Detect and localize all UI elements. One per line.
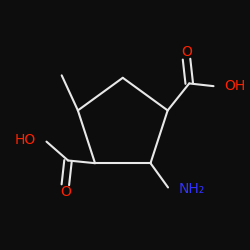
Text: NH₂: NH₂ bbox=[178, 182, 204, 196]
Text: OH: OH bbox=[224, 79, 245, 93]
Text: HO: HO bbox=[15, 133, 36, 147]
Text: O: O bbox=[181, 46, 192, 60]
Text: O: O bbox=[60, 184, 71, 198]
